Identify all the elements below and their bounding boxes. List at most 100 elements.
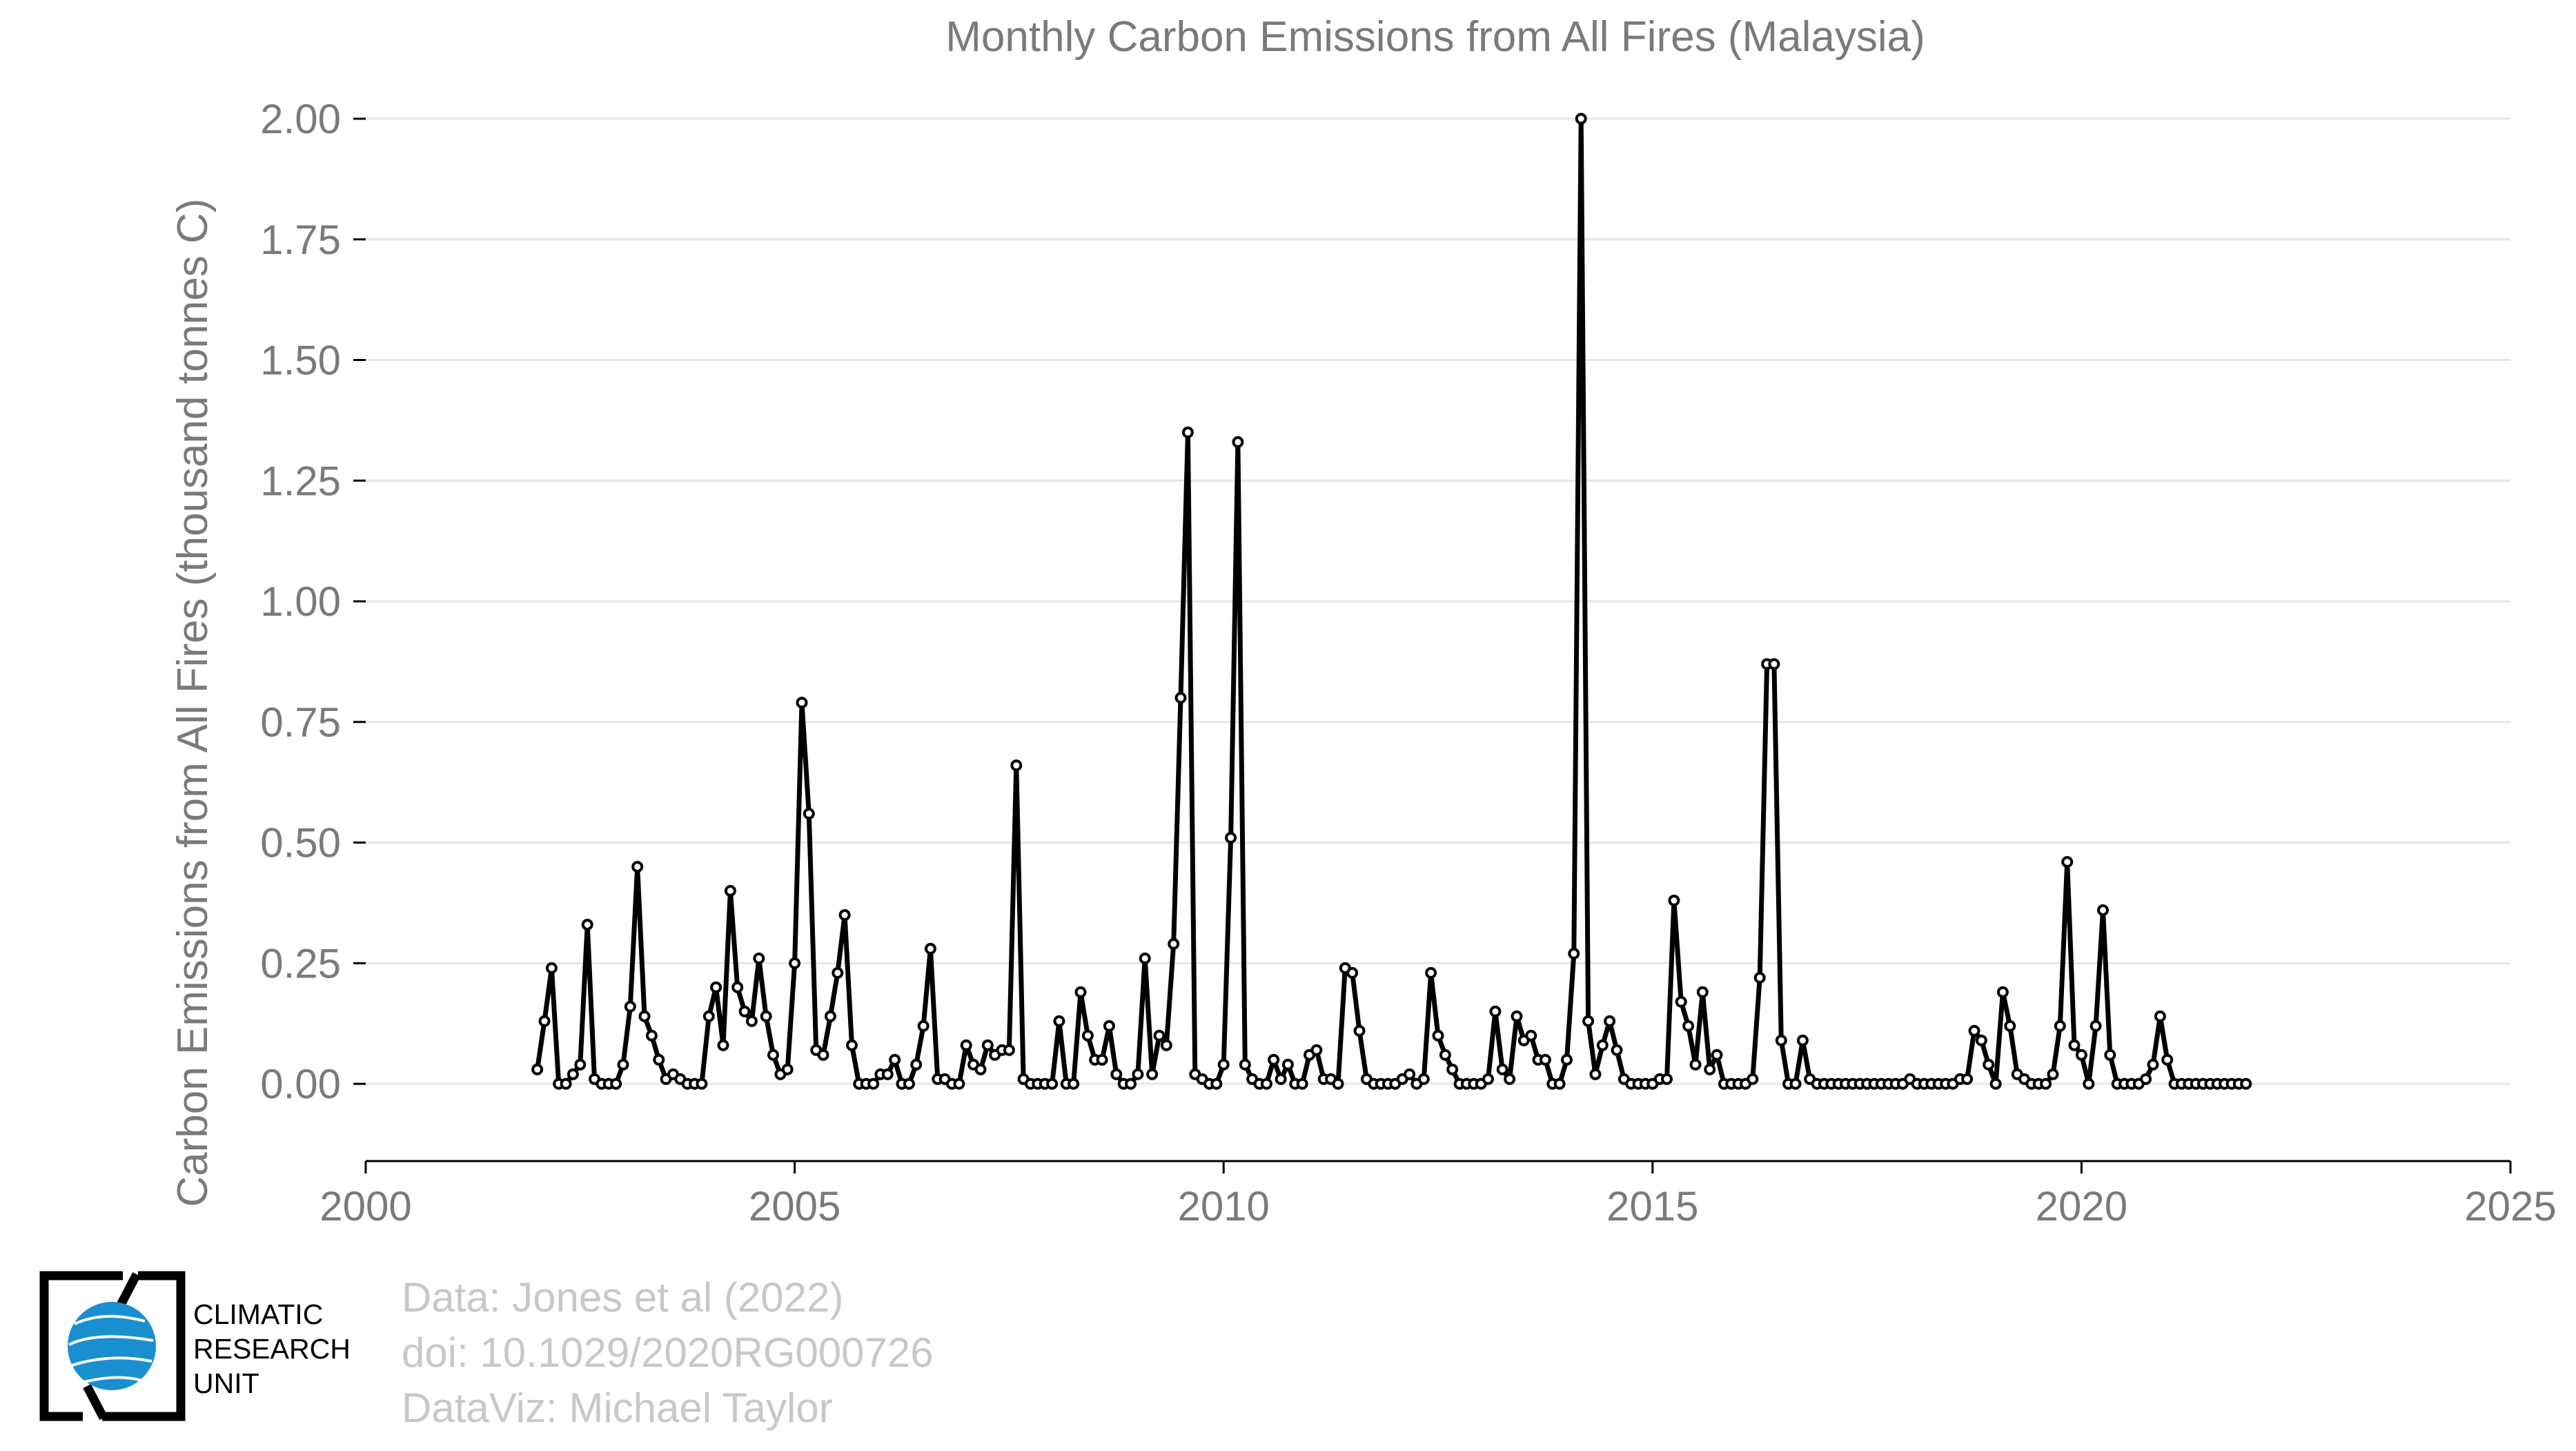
data-point [1046,1078,1059,1090]
data-point [624,1000,636,1013]
data-point [2147,1058,2159,1071]
data-point [881,1068,894,1080]
y-axis-label: Carbon Emissions from All Fires (thousan… [169,198,217,1207]
logo-bracket-left [39,1271,123,1421]
data-point [645,1029,658,1042]
data-point [1675,995,1687,1008]
data-point [581,919,593,931]
data-point [1789,1078,1802,1090]
data-point [1260,1078,1272,1090]
data-point [1496,1063,1508,1075]
data-point [2054,1020,2066,1032]
data-point [910,1058,923,1071]
data-point [1768,658,1780,670]
x-axis: 2000 2005 2010 2015 2020 2025 [319,1160,2557,1229]
data-point [2083,1078,2095,1090]
data-point [1568,947,1580,960]
data-point [1125,1078,1137,1090]
data-point [760,1010,772,1022]
logo-text-research: RESEARCH [193,1333,351,1365]
data-point [1604,1015,1616,1027]
data-point [960,1039,972,1051]
data-point [1310,1044,1323,1056]
data-point [1575,113,1587,125]
data-point [2140,1073,2152,1085]
data-point [1425,966,1437,979]
data-point [1275,1073,1287,1085]
data-point [1146,1068,1159,1080]
data-point [1096,1053,1108,1066]
data-point [2061,856,2074,868]
data-point [1417,1073,1430,1085]
data-point [2097,904,2109,916]
data-point [696,1078,708,1090]
data-point [1346,966,1359,979]
data-point [1103,1020,1115,1032]
y-tick-label: 0.75 [260,699,341,746]
data-point [1611,1044,1623,1056]
grid-lines [366,117,2510,1085]
data-point [1704,1063,1716,1075]
y-tick-label: 1.75 [260,217,341,263]
data-point [1525,1029,1537,1042]
y-tick-label: 1.25 [260,458,341,504]
data-point [1217,1058,1230,1071]
data-point [1232,436,1244,448]
data-point [731,981,744,993]
x-tick-label: 2020 [2036,1183,2127,1229]
data-point [567,1068,579,1080]
y-tick-label: 0.00 [260,1061,341,1107]
logo-bracket-right [102,1271,186,1421]
data-point [1132,1068,1144,1080]
logo-slash-bottom [83,1383,108,1421]
data-point [867,1078,880,1090]
y-tick-label: 0.25 [260,940,341,986]
data-point [1081,1029,1094,1042]
logo-slash-top [116,1272,141,1309]
data-point [610,1078,622,1090]
data-point [1668,895,1680,906]
cru-logo: CLIMATIC RESEARCH UNIT [39,1271,351,1421]
y-tick-label: 1.50 [260,338,341,384]
data-point [1753,971,1766,984]
data-point [1110,1068,1123,1080]
data-point [1404,1068,1416,1080]
data-point [1332,1078,1344,1090]
data-point [1268,1053,1280,1066]
data-point [724,885,736,897]
data-point [2040,1078,2052,1090]
data-point [1775,1034,1787,1046]
data-point [1296,1078,1308,1090]
data-point [1074,986,1087,998]
data-point [917,1020,930,1032]
data-point [1053,1015,1065,1027]
data-point [1511,1010,1523,1022]
data-point [1181,426,1194,438]
series-group [531,113,2252,1090]
data-point [903,1078,915,1090]
data-point [1160,1039,1172,1051]
data-point [710,981,722,993]
data-point [1968,1024,1980,1037]
data-point [2047,1068,2059,1080]
data-point [1489,1005,1502,1017]
data-point [1539,1053,1551,1066]
data-point [574,1058,587,1071]
data-point [738,1005,751,1017]
data-point [1432,1029,1444,1042]
data-point [1975,1034,1987,1046]
data-point [1682,1020,1695,1032]
data-point [1010,759,1023,772]
data-point [1153,1029,1166,1042]
data-point [1696,986,1709,998]
data-point [1989,1078,2002,1090]
chart-title: Monthly Carbon Emissions from All Fires … [945,13,1925,61]
credit-dataviz: DataViz: Michael Taylor [402,1385,833,1431]
data-point [767,1049,779,1061]
data-point [1504,1073,1516,1085]
x-tick-label: 2005 [749,1183,840,1229]
data-point [1747,1073,1759,1085]
data-point [1168,937,1180,950]
x-tick-label: 2000 [319,1183,411,1229]
